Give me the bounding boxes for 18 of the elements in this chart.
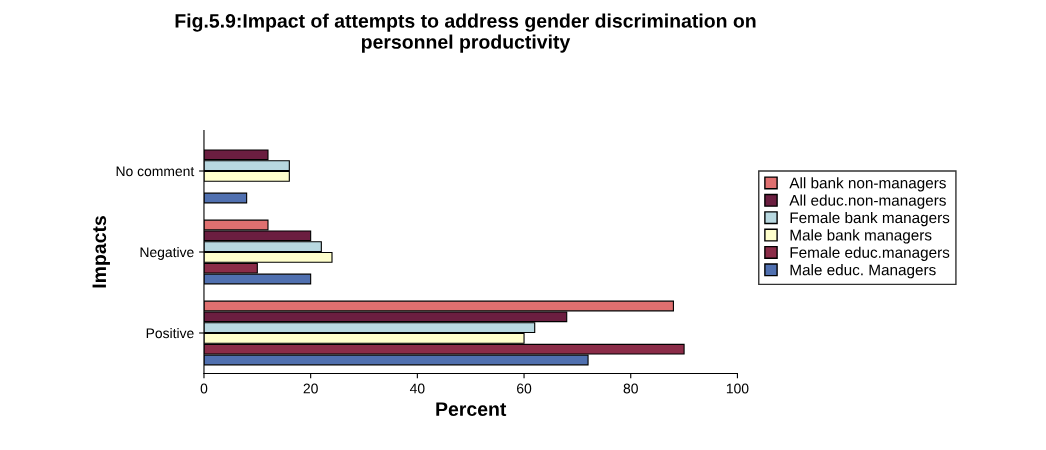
legend-label: All bank non-managers [789, 177, 946, 192]
legend-label: All educ.non-managers [789, 194, 946, 209]
x-tick-label: 80 [623, 383, 638, 394]
legend-label: Male educ. Managers [790, 264, 936, 279]
y-tick-label: Negative [140, 246, 194, 260]
x-tick-label: 20 [303, 383, 318, 394]
legend-label: Male bank managers [790, 229, 932, 244]
y-tick-label: No comment [116, 166, 195, 177]
chart-title: Fig.5.9:Impact of attempts to address gender discrimination on personnel productivity [175, 13, 756, 53]
y-tick-label: Positive [146, 327, 194, 339]
x-tick-label: 0 [200, 383, 208, 394]
y-axis-title: Impacts [92, 216, 110, 288]
legend-label: Female bank managers [790, 211, 950, 227]
legend-label: Female educ.managers [790, 246, 950, 261]
x-tick-label: 40 [409, 383, 425, 394]
x-tick-label: 60 [517, 383, 532, 394]
x-tick-label: 100 [726, 383, 749, 394]
x-axis-title: Percent [436, 402, 507, 417]
